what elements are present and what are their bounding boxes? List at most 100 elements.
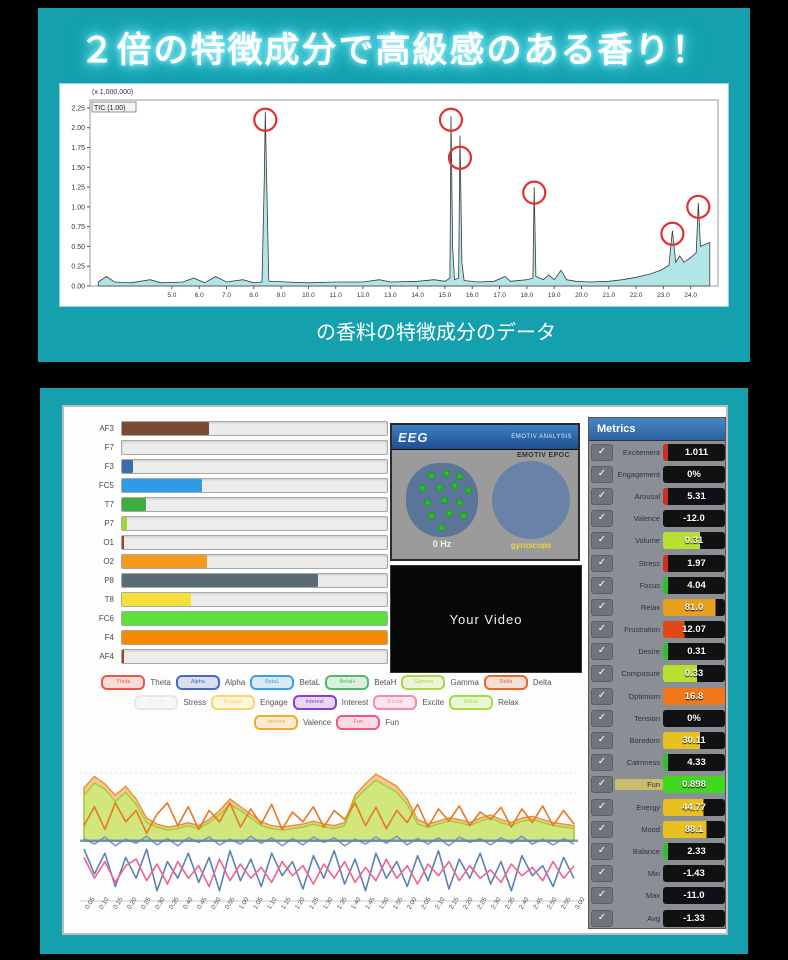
metric-row: ✓ Relax 81.0 bbox=[589, 596, 725, 618]
legend-label: Theta bbox=[150, 677, 171, 687]
channel-bar-fill bbox=[122, 479, 202, 492]
legend-label: Delta bbox=[532, 677, 552, 687]
svg-text:1.75: 1.75 bbox=[71, 145, 85, 152]
metric-toggle-button[interactable]: ✓ bbox=[591, 887, 613, 905]
svg-text:23.0: 23.0 bbox=[657, 292, 670, 299]
metric-label: Focus bbox=[639, 580, 660, 590]
chart-caption: の香料の特徴成分のデータ bbox=[316, 322, 556, 344]
legend-label: Alpha bbox=[224, 677, 246, 687]
channel-bar-track bbox=[121, 535, 388, 550]
metric-toggle-button[interactable]: ✓ bbox=[591, 865, 613, 883]
legend-label: Interest bbox=[341, 697, 369, 707]
metric-toggle-button[interactable]: ✓ bbox=[591, 598, 613, 616]
channel-label: AF3 bbox=[99, 424, 114, 433]
legend-swatch: Interest bbox=[292, 695, 337, 710]
metric-value: 1.011 bbox=[663, 443, 725, 461]
metric-toggle-button[interactable]: ✓ bbox=[591, 665, 613, 683]
electrode-dot bbox=[445, 510, 453, 518]
metric-toggle-button[interactable]: ✓ bbox=[591, 576, 613, 594]
metric-toggle-button[interactable]: ✓ bbox=[591, 621, 613, 639]
channel-bar-row: AF4 bbox=[74, 647, 388, 666]
metric-toggle-button[interactable]: ✓ bbox=[591, 909, 613, 927]
metric-toggle-button[interactable]: ✓ bbox=[591, 510, 613, 528]
electrode-dot bbox=[456, 473, 464, 481]
metric-label: Min bbox=[647, 869, 660, 879]
channel-bar-track bbox=[121, 459, 388, 474]
legend-swatch: Relax bbox=[449, 695, 494, 710]
channel-bar-row: FC6 bbox=[74, 609, 388, 628]
channel-bar-row: F4 bbox=[74, 628, 388, 647]
gyro-circle bbox=[492, 461, 570, 539]
channel-bar-row: O1 bbox=[74, 533, 388, 552]
electrode-dot bbox=[460, 511, 467, 519]
channel-bar-row: T8 bbox=[74, 590, 388, 609]
metric-toggle-button[interactable]: ✓ bbox=[591, 842, 613, 860]
channel-bar-fill bbox=[122, 574, 319, 587]
metric-label: Tension bbox=[634, 713, 660, 723]
metric-value: 1.97 bbox=[663, 554, 725, 572]
metric-value: 0.898 bbox=[663, 776, 725, 794]
timeline-chart bbox=[80, 759, 578, 905]
electrode-dot bbox=[418, 485, 426, 493]
metric-value: 2.33 bbox=[663, 842, 725, 860]
channel-bar-row: P8 bbox=[74, 571, 388, 590]
svg-text:2.25: 2.25 bbox=[71, 105, 85, 112]
metric-toggle-button[interactable]: ✓ bbox=[591, 532, 613, 550]
metric-toggle-button[interactable]: ✓ bbox=[591, 643, 613, 661]
metric-row: ✓ Arousal 5.31 bbox=[589, 485, 725, 507]
metric-value: 30.11 bbox=[663, 732, 725, 750]
electrode-dot bbox=[427, 511, 435, 519]
metric-toggle-button[interactable]: ✓ bbox=[591, 754, 613, 772]
legend-swatch: BetaH bbox=[325, 675, 370, 690]
metric-label: Volume bbox=[634, 536, 660, 546]
channel-bar-row: F7 bbox=[74, 438, 388, 457]
promo-banner: ２倍の特徴成分で高級感のある香り！ 2.25 2.00 1.75 1.50 1.25 1.… bbox=[38, 8, 750, 362]
legend-swatch: Gamma bbox=[401, 675, 446, 690]
metric-toggle-button[interactable]: ✓ bbox=[591, 798, 613, 816]
metric-toggle-button[interactable]: ✓ bbox=[591, 820, 613, 838]
channel-label: P8 bbox=[104, 576, 114, 585]
svg-text:17.0: 17.0 bbox=[493, 292, 506, 299]
metric-value: 4.33 bbox=[663, 754, 725, 772]
metric-row: ✓ Calmness 4.33 bbox=[589, 752, 725, 774]
metric-label: Boredom bbox=[629, 736, 660, 746]
metric-toggle-button[interactable]: ✓ bbox=[591, 732, 613, 750]
svg-text:0.25: 0.25 bbox=[71, 264, 85, 271]
metric-value: 88.1 bbox=[663, 820, 725, 838]
svg-text:18.0: 18.0 bbox=[521, 292, 534, 299]
metrics-rows: ✓ Excitement 1.011 ✓ Engagement 0% ✓ Arousal 5.3… bbox=[589, 441, 725, 929]
metric-toggle-button[interactable]: ✓ bbox=[591, 687, 613, 705]
metric-value: -11.0 bbox=[663, 887, 725, 905]
channel-bar-fill bbox=[122, 460, 133, 473]
svg-text:0.75: 0.75 bbox=[71, 224, 85, 231]
metric-toggle-button[interactable]: ✓ bbox=[591, 487, 613, 505]
metric-label: Energy bbox=[636, 802, 660, 812]
dashboard: AF3 F7 F3 FC5 T7 P7 O1 O2 P8 T8 FC6 F4 AF4 EEG EMOTI… bbox=[62, 405, 728, 935]
electrode-dot bbox=[438, 523, 446, 531]
svg-text:21.0: 21.0 bbox=[602, 292, 615, 299]
channel-bar-fill bbox=[122, 498, 146, 511]
metric-toggle-button[interactable]: ✓ bbox=[591, 443, 613, 461]
metric-toggle-button[interactable]: ✓ bbox=[591, 709, 613, 727]
metric-row: ✓ Min -1.43 bbox=[589, 863, 725, 885]
channel-label: O1 bbox=[103, 538, 114, 547]
metric-label: Composure bbox=[621, 669, 660, 679]
metric-row: ✓ Focus 4.04 bbox=[589, 574, 725, 596]
electrode-dot bbox=[436, 483, 444, 491]
legend-swatch: Stress bbox=[134, 695, 179, 710]
legend-label: Engage bbox=[260, 697, 288, 707]
channel-label: T7 bbox=[104, 500, 114, 509]
svg-text:1.25: 1.25 bbox=[71, 185, 85, 192]
eeg-header-text: EMOTIV ANALYSIS bbox=[511, 434, 572, 440]
electrode-dot bbox=[427, 471, 435, 479]
legend-swatch: Excite bbox=[373, 695, 418, 710]
channel-bar-row: AF3 bbox=[74, 419, 388, 438]
metric-row: ✓ Tension 0% bbox=[589, 707, 725, 729]
metric-toggle-button[interactable]: ✓ bbox=[591, 554, 613, 572]
svg-text:5.0: 5.0 bbox=[167, 292, 176, 299]
metric-toggle-button[interactable]: ✓ bbox=[591, 465, 613, 483]
legend-label: Fun bbox=[385, 717, 400, 727]
metric-toggle-button[interactable]: ✓ bbox=[591, 776, 613, 794]
legend-row: Valence Valence Fun Fun bbox=[72, 715, 580, 730]
channel-bar-track bbox=[121, 516, 388, 531]
